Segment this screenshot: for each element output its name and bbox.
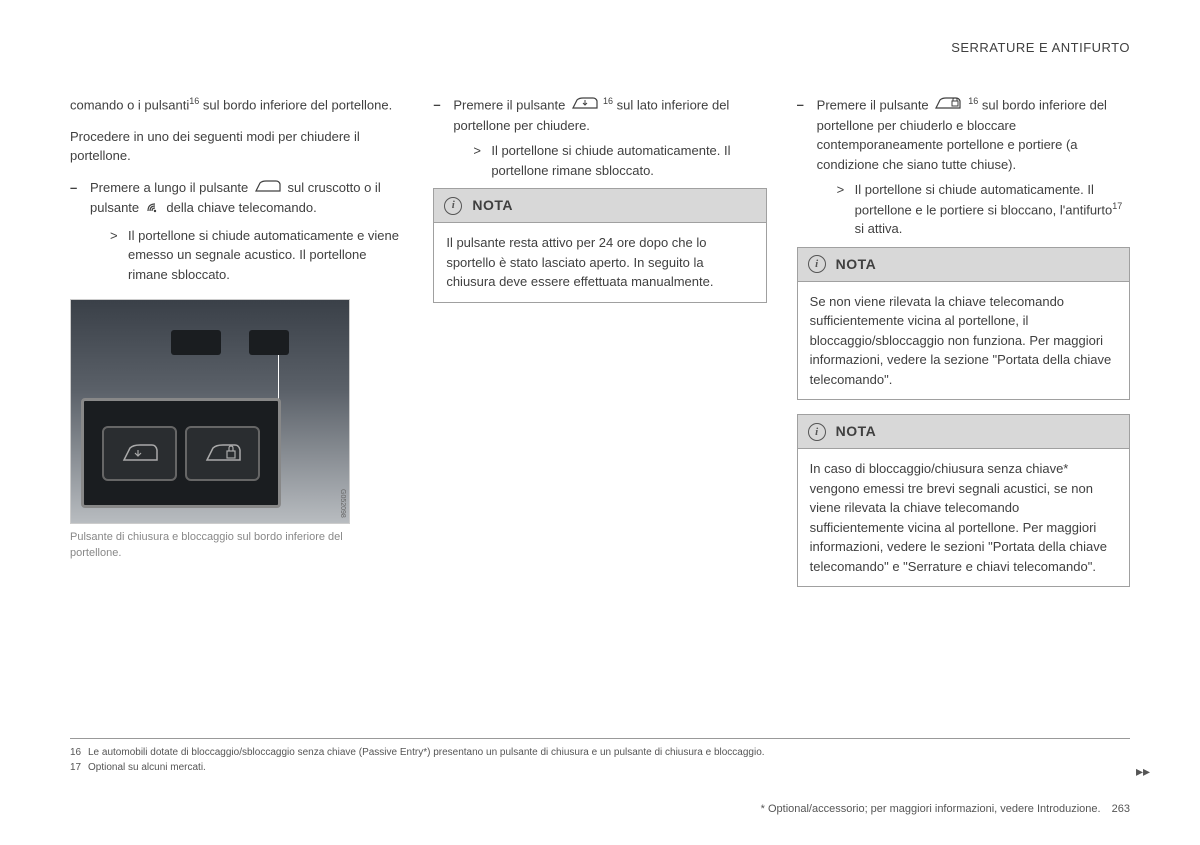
footnote-ref: 16 — [189, 96, 199, 106]
footer-text: * Optional/accessorio; per maggiori info… — [761, 803, 1101, 815]
bullet-content: Premere il pulsante 16 sul lato inferior… — [453, 95, 766, 180]
sub-bullet-content: Il portellone si chiude automaticamente … — [128, 226, 403, 285]
text: Il portellone si chiude automaticamente.… — [855, 182, 1113, 217]
sub-bullet-marker: > — [473, 141, 491, 180]
figure-code: G052098 — [337, 489, 348, 518]
bullet-content: Premere il pulsante 16 sul bordo inferio… — [817, 95, 1130, 239]
note-title: NOTA — [472, 195, 513, 216]
footnote-ref: 17 — [1112, 201, 1122, 211]
footnote: 16 Le automobili dotate di bloccaggio/sb… — [70, 745, 1130, 760]
note-body: Il pulsante resta attivo per 24 ore dopo… — [434, 223, 765, 302]
text: sul bordo inferiore del portellone. — [199, 97, 392, 112]
sub-bullet-content: Il portellone si chiude automaticamente.… — [855, 180, 1130, 239]
column-3: – Premere il pulsante 16 sul bordo infer… — [797, 95, 1130, 601]
footnotes: 16 Le automobili dotate di bloccaggio/sb… — [70, 738, 1130, 775]
note-body: In caso di bloccaggio/chiusura senza chi… — [798, 449, 1129, 586]
paragraph: Procedere in uno dei seguenti modi per c… — [70, 127, 403, 166]
note-header: i NOTA — [434, 189, 765, 223]
sub-bullet: > Il portellone si chiude automaticament… — [110, 226, 403, 285]
page-number: 263 — [1112, 803, 1130, 815]
bullet-content: Premere a lungo il pulsante sul cruscott… — [90, 178, 403, 284]
text: Premere il pulsante — [453, 97, 569, 112]
sub-bullet-marker: > — [837, 180, 855, 239]
trunk-icon — [254, 179, 282, 199]
footnote-text: Le automobili dotate di bloccaggio/sbloc… — [88, 745, 765, 760]
note-body: Se non viene rilevata la chiave telecoma… — [798, 282, 1129, 400]
bullet-marker: – — [70, 178, 90, 284]
bullet-marker: – — [433, 95, 453, 180]
figure-detail — [171, 330, 221, 355]
column-2: – Premere il pulsante 16 sul lato inferi… — [433, 95, 766, 601]
note-title: NOTA — [836, 421, 877, 442]
footer: * Optional/accessorio; per maggiori info… — [761, 803, 1130, 815]
text: della chiave telecomando. — [166, 200, 316, 215]
footnote: 17 Optional su alcuni mercati. — [70, 760, 1130, 775]
text: Premere il pulsante — [817, 97, 933, 112]
close-button-icon — [102, 426, 177, 481]
text: si attiva. — [855, 221, 903, 236]
trunk-lock-icon — [934, 96, 966, 116]
info-icon: i — [808, 423, 826, 441]
continue-marker-icon: ▸▸ — [1136, 763, 1150, 780]
bullet-item: – Premere il pulsante 16 sul lato inferi… — [433, 95, 766, 180]
note-box: i NOTA Il pulsante resta attivo per 24 o… — [433, 188, 766, 303]
note-box: i NOTA Se non viene rilevata la chiave t… — [797, 247, 1130, 401]
bullet-item: – Premere a lungo il pulsante sul crusco… — [70, 178, 403, 284]
info-icon: i — [808, 255, 826, 273]
note-title: NOTA — [836, 254, 877, 275]
close-lock-button-icon — [185, 426, 260, 481]
footnote-number: 17 — [70, 760, 88, 775]
footnote-ref: 16 — [968, 96, 978, 106]
bullet-item: – Premere il pulsante 16 sul bordo infer… — [797, 95, 1130, 239]
figure-caption: Pulsante di chiusura e bloccaggio sul bo… — [70, 530, 350, 561]
note-box: i NOTA In caso di bloccaggio/chiusura se… — [797, 414, 1130, 587]
footnote-text: Optional su alcuni mercati. — [88, 760, 206, 775]
figure-image: G052098 — [70, 299, 350, 524]
text: comando o i pulsanti — [70, 97, 189, 112]
section-header: SERRATURE E ANTIFURTO — [951, 40, 1130, 55]
sub-bullet: > Il portellone si chiude automaticament… — [837, 180, 1130, 239]
figure-container: G052098 Pulsante di chiusura e bloccaggi… — [70, 299, 403, 561]
main-content: comando o i pulsanti16 sul bordo inferio… — [70, 95, 1130, 601]
note-header: i NOTA — [798, 248, 1129, 282]
sub-bullet-content: Il portellone si chiude automaticamente.… — [491, 141, 766, 180]
text: Premere a lungo il pulsante — [90, 180, 252, 195]
figure-button-panel — [81, 398, 281, 508]
paragraph: comando o i pulsanti16 sul bordo inferio… — [70, 95, 403, 115]
note-header: i NOTA — [798, 415, 1129, 449]
footnote-number: 16 — [70, 745, 88, 760]
bullet-marker: – — [797, 95, 817, 239]
sub-bullet-marker: > — [110, 226, 128, 285]
trunk-close-icon — [571, 96, 601, 116]
figure-detail — [249, 330, 289, 355]
column-1: comando o i pulsanti16 sul bordo inferio… — [70, 95, 403, 601]
footnote-ref: 16 — [603, 96, 613, 106]
sub-bullet: > Il portellone si chiude automaticament… — [473, 141, 766, 180]
info-icon: i — [444, 197, 462, 215]
remote-icon — [145, 198, 161, 220]
